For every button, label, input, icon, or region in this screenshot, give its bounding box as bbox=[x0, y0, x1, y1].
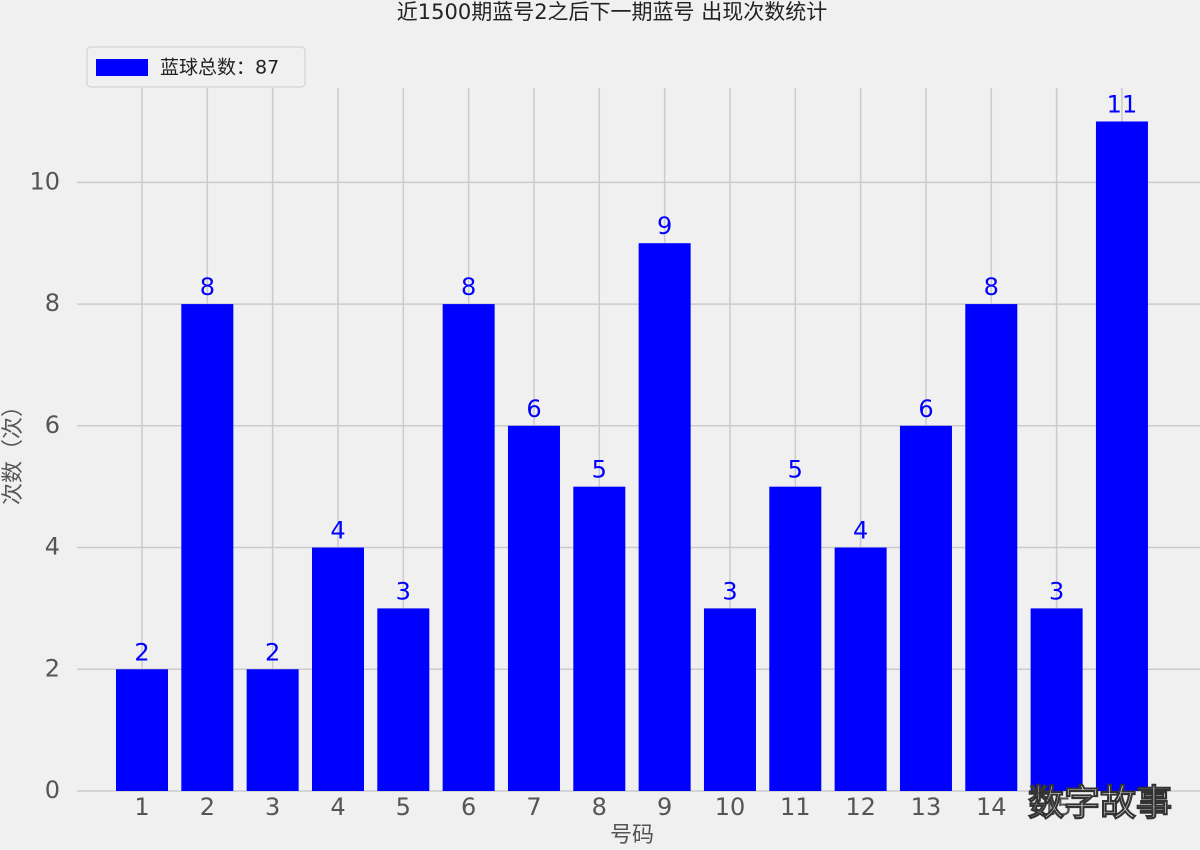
bar bbox=[181, 304, 234, 791]
y-axis-label: 次数（次） bbox=[1, 395, 26, 505]
y-tick-label: 10 bbox=[29, 167, 60, 195]
bar bbox=[769, 486, 822, 791]
bar bbox=[1030, 608, 1083, 791]
x-tick-label: 12 bbox=[845, 793, 876, 821]
x-tick-label: 4 bbox=[330, 793, 345, 821]
x-tick-label: 13 bbox=[911, 793, 942, 821]
x-tick-label: 7 bbox=[526, 793, 541, 821]
value-label: 2 bbox=[265, 638, 280, 666]
chart-title: 近1500期蓝号2之后下一期蓝号 出现次数统计 bbox=[397, 0, 827, 24]
value-label: 5 bbox=[788, 456, 803, 484]
legend-box bbox=[86, 46, 306, 88]
value-label: 6 bbox=[526, 395, 541, 423]
bar bbox=[507, 425, 560, 791]
x-tick-label: 8 bbox=[592, 793, 607, 821]
value-label: 5 bbox=[592, 456, 607, 484]
value-label: 9 bbox=[657, 212, 672, 240]
y-tick-label: 4 bbox=[45, 533, 60, 561]
x-tick-label: 15 bbox=[1041, 793, 1072, 821]
y-tick-label: 2 bbox=[45, 654, 60, 682]
bar bbox=[442, 304, 495, 791]
value-label: 4 bbox=[853, 517, 868, 545]
legend-label: 蓝球总数：87 bbox=[160, 57, 279, 79]
watermark: 数字故事 bbox=[1028, 783, 1172, 824]
value-label: 3 bbox=[722, 577, 737, 605]
bar bbox=[311, 547, 364, 791]
legend-swatch bbox=[96, 59, 148, 76]
x-tick-label: 14 bbox=[976, 793, 1007, 821]
x-tick-label: 1 bbox=[134, 793, 149, 821]
x-tick-label: 10 bbox=[715, 793, 746, 821]
x-tick-label: 9 bbox=[657, 793, 672, 821]
value-label: 4 bbox=[330, 517, 345, 545]
bar bbox=[703, 608, 756, 791]
y-tick-label: 6 bbox=[45, 411, 60, 439]
bar bbox=[638, 243, 691, 792]
value-label: 8 bbox=[984, 273, 999, 301]
value-label: 8 bbox=[200, 273, 215, 301]
x-tick-label: 5 bbox=[396, 793, 411, 821]
bar bbox=[377, 608, 430, 791]
value-label: 8 bbox=[461, 273, 476, 301]
y-tick-label: 8 bbox=[45, 289, 60, 317]
x-tick-label: 3 bbox=[265, 793, 280, 821]
y-tick-label: 0 bbox=[45, 776, 60, 804]
value-label: 6 bbox=[918, 395, 933, 423]
x-tick-label: 6 bbox=[461, 793, 476, 821]
bar bbox=[573, 486, 626, 791]
bar bbox=[965, 304, 1018, 791]
bar bbox=[834, 547, 887, 791]
value-label: 3 bbox=[1049, 577, 1064, 605]
value-label: 11 bbox=[1107, 90, 1138, 118]
bar bbox=[1095, 121, 1148, 791]
bar bbox=[899, 425, 952, 791]
value-label: 3 bbox=[396, 577, 411, 605]
x-tick-label: 11 bbox=[780, 793, 811, 821]
bar bbox=[246, 669, 299, 791]
x-tick-label: 2 bbox=[200, 793, 215, 821]
bar bbox=[116, 669, 168, 791]
value-label: 2 bbox=[134, 638, 149, 666]
legend: 蓝球总数：87 bbox=[86, 46, 306, 88]
x-axis-label: 号码 bbox=[610, 823, 654, 848]
bars bbox=[116, 121, 1148, 792]
